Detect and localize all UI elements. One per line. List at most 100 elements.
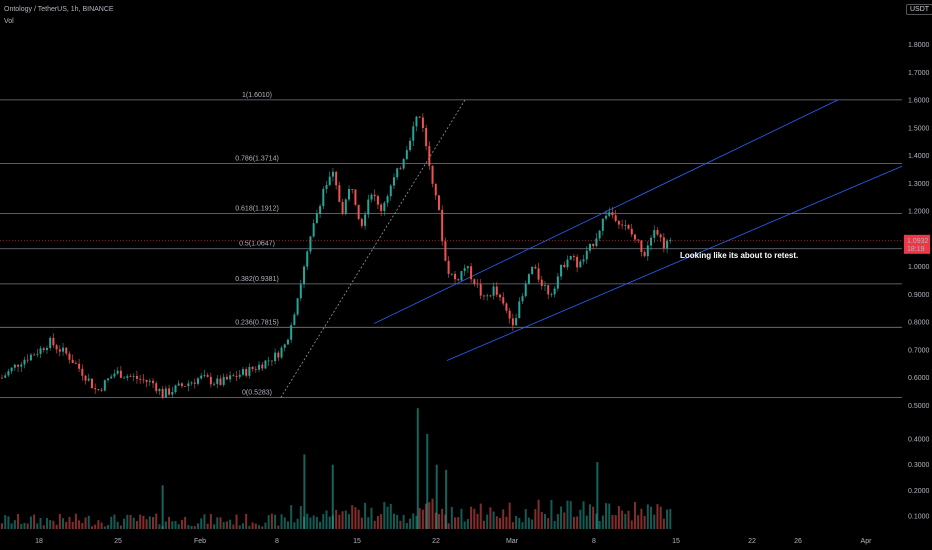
candle-body <box>164 388 167 398</box>
candle-body <box>10 367 13 372</box>
candle-body <box>553 288 556 295</box>
candle-body <box>322 189 325 207</box>
candle-body <box>171 391 174 395</box>
candle-body <box>624 225 627 226</box>
currency-badge[interactable]: USDT <box>906 4 932 15</box>
candle-body <box>457 279 460 281</box>
price-tick-label: 1.8000 <box>908 42 930 49</box>
volume-bar <box>341 511 344 529</box>
candle-body <box>90 378 93 389</box>
candle-body <box>49 337 52 349</box>
volume-bar <box>499 518 502 529</box>
candle-body <box>643 251 646 257</box>
candle-body <box>592 243 595 247</box>
volume-bar <box>370 507 373 529</box>
candle-body <box>360 218 363 226</box>
volume-bar <box>486 514 489 529</box>
candle-body <box>601 218 604 231</box>
volume-bar <box>225 521 228 529</box>
volume-bar <box>364 502 367 529</box>
candle-body <box>283 344 286 348</box>
volume-bar <box>119 525 122 529</box>
time-tick-label: 15 <box>353 538 361 545</box>
volume-bar <box>669 508 672 529</box>
volume-bar <box>605 503 608 529</box>
candle-body <box>380 204 383 211</box>
volume-bar <box>521 522 524 529</box>
candle-body <box>431 165 434 184</box>
candle-body <box>386 196 389 203</box>
candle-body <box>598 230 601 239</box>
candle-body <box>7 371 10 376</box>
candle-body <box>203 375 206 376</box>
volume-bar <box>650 506 653 529</box>
candle-body <box>4 375 7 378</box>
volume-bar <box>26 523 29 529</box>
volume-bar <box>357 509 360 529</box>
volume-bar <box>476 513 479 529</box>
candle-body <box>180 383 183 387</box>
time-tick-label: 22 <box>432 538 440 545</box>
candle-body <box>55 345 58 350</box>
candle-body <box>123 377 126 379</box>
candle-body <box>666 240 669 249</box>
candle-body <box>588 243 591 251</box>
candle-body <box>505 303 508 311</box>
volume-bar <box>560 506 563 529</box>
volume-bar <box>90 526 93 529</box>
candle-body <box>344 199 347 215</box>
price-tick-label: 1.4000 <box>908 153 930 160</box>
candle-body <box>412 126 415 141</box>
volume-bar <box>441 508 444 529</box>
candle-body <box>425 127 428 147</box>
volume-bar <box>534 509 537 529</box>
volume-bar <box>62 518 65 529</box>
candle-body <box>206 375 209 377</box>
candle-body <box>293 314 296 326</box>
candle-body <box>325 184 328 190</box>
volume-bar <box>556 514 559 529</box>
candle-body <box>87 378 90 381</box>
candle-body <box>646 245 649 257</box>
volume-bar <box>78 520 81 529</box>
candle-body <box>402 159 405 169</box>
candle-body <box>97 389 100 391</box>
volume-bar <box>168 516 171 529</box>
volume-bar <box>145 519 148 529</box>
volume-bar <box>611 515 614 529</box>
volume-bar <box>383 502 386 529</box>
fib-level-label: 0.382(0.9381) <box>235 276 279 283</box>
price-tick-label: 0.6000 <box>908 375 930 382</box>
volume-bar <box>627 510 630 529</box>
candle-body <box>135 375 138 379</box>
volume-indicator-label[interactable]: Vol <box>4 18 14 25</box>
candle-body <box>399 168 402 170</box>
candle-body <box>174 385 177 392</box>
volume-bar <box>283 517 286 529</box>
time-tick-label: 22 <box>748 538 756 545</box>
candle-body <box>489 295 492 297</box>
volume-bar <box>235 514 238 529</box>
symbol-title[interactable]: Ontology / TetherUS, 1h, BINANCE <box>4 6 114 13</box>
volume-bar <box>155 513 158 529</box>
volume-bar <box>614 515 617 529</box>
candle-body <box>383 202 386 211</box>
candle-body <box>254 368 257 370</box>
volume-bar <box>412 513 415 529</box>
volume-bar <box>576 516 579 529</box>
candle-body <box>274 352 277 362</box>
candle-body <box>563 264 566 268</box>
volume-bar <box>338 514 341 529</box>
candle-body <box>248 366 251 376</box>
volume-bar <box>258 525 261 529</box>
candle-body <box>103 380 106 391</box>
volume-bar <box>325 510 328 529</box>
candle-body <box>280 347 283 358</box>
candle-body <box>312 223 315 237</box>
candle-body <box>656 230 659 235</box>
candle-body <box>290 325 293 340</box>
candle-body <box>434 183 437 196</box>
volume-tick-label: 0.1000 <box>908 514 930 521</box>
candle-body <box>1 377 3 379</box>
